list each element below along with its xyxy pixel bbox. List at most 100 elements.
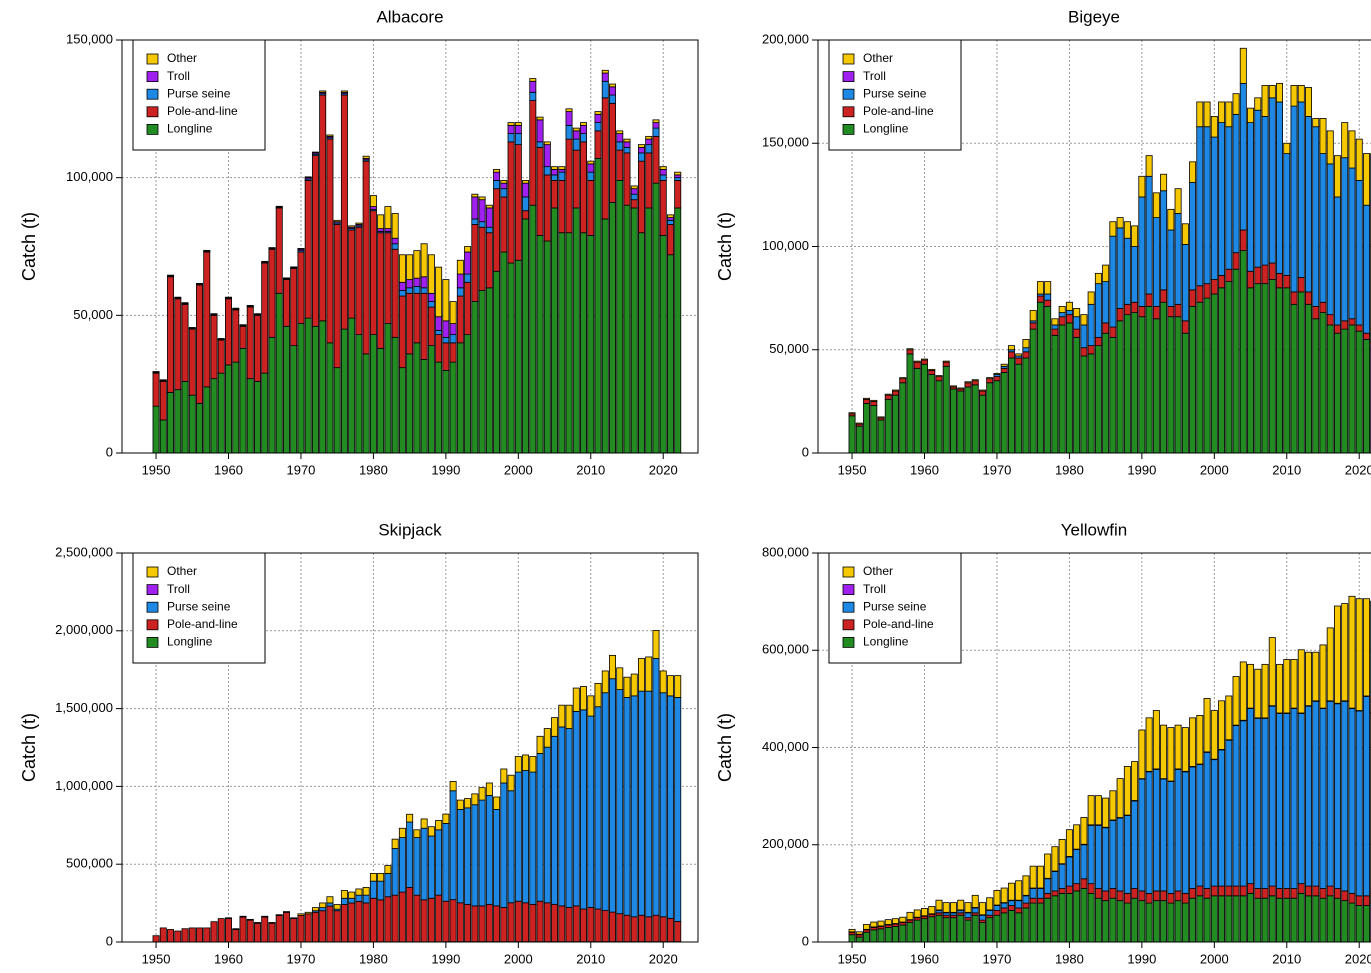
bar-segment (616, 667, 624, 691)
bar-segment (1254, 717, 1262, 889)
bar-segment (1000, 887, 1008, 904)
bar-segment (478, 787, 486, 801)
bar-segment (1116, 900, 1124, 943)
bar-segment (623, 152, 631, 206)
bar-segment (543, 728, 551, 748)
bar-segment (507, 141, 515, 264)
bar-segment (666, 219, 674, 225)
bar-segment (449, 301, 457, 324)
bar-segment (326, 342, 334, 454)
bar-segment (964, 919, 972, 943)
bar-segment (1007, 882, 1015, 901)
bar-segment (210, 921, 218, 943)
bar-segment (1167, 727, 1175, 782)
bar-segment (1080, 844, 1088, 880)
legend-swatch (842, 88, 855, 100)
bar-segment (167, 929, 175, 943)
bar-segment (1058, 324, 1066, 454)
bar-segment (391, 848, 399, 896)
bar-segment (1355, 895, 1363, 906)
bar-segment (1051, 895, 1059, 943)
x-tick-label: 1990 (1127, 951, 1156, 966)
bar-segment (587, 695, 595, 717)
bar-segment (471, 793, 479, 806)
bar-segment (1334, 196, 1341, 326)
bar-segment (978, 390, 986, 396)
bar-segment (500, 907, 508, 943)
bar-segment (1210, 895, 1218, 943)
bar-segment (551, 717, 559, 737)
y-tick-label: 2,000,000 (55, 622, 113, 637)
bar-segment (659, 174, 667, 181)
bar-segment (1276, 897, 1284, 943)
legend-label: Purse seine (863, 599, 927, 613)
bar-segment (1225, 739, 1233, 887)
bar-segment (1145, 293, 1153, 307)
bar-segment (1051, 871, 1059, 892)
bar-segment (1065, 322, 1073, 454)
bar-segment (978, 914, 986, 921)
legend-swatch (146, 71, 159, 82)
bar-segment (1138, 196, 1146, 307)
bar-segment (1080, 314, 1088, 326)
bar-segment (398, 837, 406, 893)
y-tick-label: 50,000 (73, 307, 113, 322)
bar-segment (565, 124, 573, 140)
bar-segment (225, 918, 232, 943)
bar-segment (167, 274, 175, 277)
bar-segment (1167, 781, 1175, 894)
bar-segment (1036, 281, 1044, 295)
bar-segment (406, 254, 414, 280)
bar-segment (1058, 316, 1066, 326)
bar-segment (1232, 93, 1240, 115)
legend-swatch (842, 53, 855, 65)
bar-segment (1131, 888, 1139, 899)
bar-segment (1232, 113, 1240, 254)
bar-segment (863, 403, 871, 454)
bar-segment (609, 94, 616, 104)
bar-segment (935, 380, 943, 454)
bar-segment (1160, 301, 1168, 454)
legend-label: Pole-and-line (167, 104, 238, 118)
bar-segment (464, 903, 472, 943)
bar-segment (1058, 839, 1066, 865)
bar-segment (652, 122, 660, 129)
bar-segment (1290, 708, 1298, 889)
bar-segment (1232, 268, 1240, 454)
bar-segment (986, 382, 994, 454)
bar-segment (362, 894, 370, 904)
bar-segment (580, 232, 588, 454)
bar-segment (1087, 345, 1095, 355)
bar-segment (442, 342, 450, 371)
bar-segment (159, 927, 167, 943)
bar-segment (449, 361, 457, 454)
bar-segment (863, 924, 871, 930)
bar-segment (355, 226, 363, 336)
bar-segment (1312, 318, 1320, 454)
bar-segment (1189, 717, 1197, 767)
bar-segment (950, 917, 957, 943)
bar-segment (1065, 892, 1073, 943)
bar-segment (1109, 336, 1117, 454)
bar-segment (1362, 153, 1370, 206)
bar-segment (1355, 180, 1363, 326)
bar-segment (1080, 347, 1088, 357)
bar-segment (1174, 768, 1182, 892)
bar-segment (181, 303, 189, 382)
bar-segment (630, 695, 638, 918)
bar-segment (210, 313, 218, 315)
bar-segment (1326, 324, 1334, 454)
bar-segment (1225, 281, 1233, 454)
bar-segment (420, 292, 428, 360)
bar-segment (500, 182, 508, 190)
bar-segment (630, 673, 638, 697)
y-tick-label: 0 (802, 444, 809, 459)
bar-segment (333, 224, 341, 369)
bar-segment (638, 160, 645, 234)
x-tick-label: 2000 (504, 951, 533, 966)
bar-segment (1087, 303, 1095, 347)
bar-segment (899, 378, 907, 384)
y-tick-label: 150,000 (762, 135, 809, 150)
y-tick-label: 0 (106, 933, 113, 948)
bar-segment (921, 908, 928, 917)
